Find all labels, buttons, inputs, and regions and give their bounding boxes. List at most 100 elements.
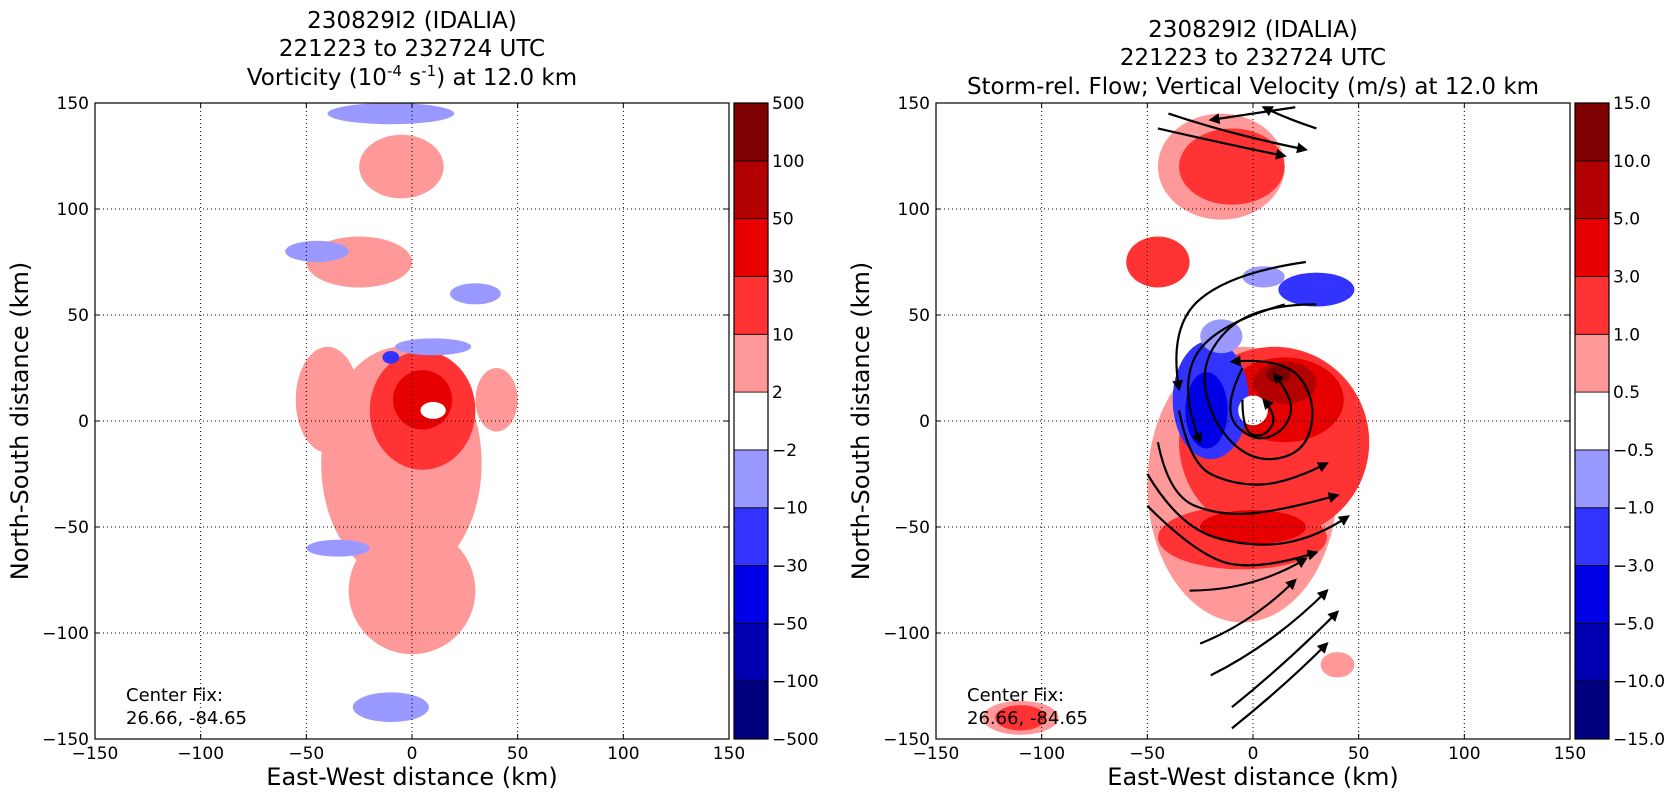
streamline: [1231, 642, 1329, 730]
colorbar-label: 50: [772, 210, 794, 230]
streamline: [1210, 589, 1329, 677]
panel-vorticity-xlabel: East-West distance (km): [266, 763, 557, 791]
x-tick-label: −150: [913, 744, 960, 764]
field-blob: [359, 134, 444, 199]
y-tick-label: −50: [894, 518, 930, 538]
title-quantity-sup2: -1: [421, 62, 436, 80]
streamline: [1229, 367, 1293, 440]
panel-vertical-velocity-colorbar: −15.0 −10.0 −5.0 −3.0 −1.0 −0.5 0.5 1.0 3.0 5.0 10…: [1574, 94, 1665, 750]
colorbar-label: 100: [772, 152, 804, 172]
field-blob: [1179, 128, 1285, 205]
y-tick-label: −100: [42, 624, 89, 644]
streamline: [1241, 398, 1275, 437]
field-blob: [395, 338, 472, 356]
colorbar-label: 10: [772, 325, 794, 345]
colorbar-segment: [1574, 680, 1610, 740]
grid: [95, 103, 729, 739]
colorbar-segment: [733, 622, 769, 682]
field-blob: [327, 103, 455, 125]
colorbar-segment: [1574, 218, 1610, 277]
colorbar-label: −2: [772, 441, 797, 461]
field-blob: [306, 539, 370, 557]
x-tick-label: −50: [1129, 744, 1165, 764]
y-tick-label: 100: [898, 200, 930, 220]
colorbar-segment: [733, 160, 769, 220]
colorbar-label: −50: [772, 614, 808, 634]
field-blob: [1320, 652, 1355, 678]
colorbar-label: −5.0: [1613, 614, 1654, 634]
field-blob: [450, 283, 501, 305]
colorbar-label: 15.0: [1613, 94, 1651, 114]
colorbar-segment: [733, 449, 769, 509]
panel-vertical-velocity-title-line-2: 221223 to 232724 UTC: [1120, 45, 1386, 71]
streamline: [1261, 106, 1317, 130]
colorbar-label: −0.5: [1613, 441, 1654, 461]
y-tick-label: 0: [919, 412, 930, 432]
field-blob: [352, 692, 429, 723]
streamline: [1156, 441, 1340, 516]
x-tick-label: −100: [1018, 744, 1065, 764]
colorbar-label: 30: [772, 267, 794, 287]
field-blob: [1278, 272, 1355, 307]
colorbar-label: 1.0: [1613, 325, 1640, 345]
panel-vorticity-annotation-line-2: 26.66, -84.65: [126, 708, 247, 729]
panel-vorticity-title-line-3: Vorticity (10-4 s-1) at 12.0 km: [247, 62, 577, 91]
y-tick-label: −150: [883, 730, 930, 750]
colorbar-label: 500: [772, 94, 804, 114]
x-tick-label: 50: [507, 744, 529, 764]
colorbar-segment: [1574, 507, 1610, 566]
streamline: [1208, 106, 1296, 125]
field-blob: [1185, 372, 1228, 449]
colorbar-segment: [1574, 333, 1610, 393]
colorbar-segment: [733, 333, 769, 393]
streamline: [1168, 112, 1308, 154]
colorbar-segment: [1574, 102, 1610, 162]
streamline: [1146, 473, 1350, 546]
y-tick-label: 50: [67, 306, 89, 326]
colorbar-label: −3.0: [1613, 557, 1654, 577]
streamline: [1177, 410, 1329, 486]
y-tick-label: −50: [53, 518, 89, 538]
streamline: [1231, 610, 1340, 709]
title-quantity-pre: Vorticity (10: [247, 65, 387, 91]
axis-ticks: −150 −100 −50 0 50 100 150 −150 −100 −50 0 50 100 150: [883, 94, 1586, 764]
colorbar-label: 3.0: [1613, 267, 1640, 287]
streamline: [1157, 127, 1287, 160]
panel-vertical-velocity: 230829I2 (IDALIA) 221223 to 232724 UTC S…: [847, 17, 1665, 791]
colorbar-frame: [1574, 102, 1610, 740]
colorbar-label: 10.0: [1613, 152, 1651, 172]
panel-vorticity-annotation-line-1: Center Fix:: [126, 685, 223, 706]
colorbar-segment: [1574, 449, 1610, 509]
colorbar-segment: [733, 276, 769, 335]
field-blob: [420, 401, 446, 419]
streamline: [1203, 303, 1317, 461]
x-tick-label: 150: [1554, 744, 1586, 764]
streamline: [1199, 578, 1297, 645]
panel-vertical-velocity-annotation-line-2: 26.66, -84.65: [967, 708, 1088, 729]
panel-vertical-velocity-title-line-1: 230829I2 (IDALIA): [1148, 17, 1358, 43]
colorbar-label: −10: [772, 499, 808, 519]
x-tick-label: −150: [72, 744, 119, 764]
colorbar-label: −30: [772, 557, 808, 577]
panel-vertical-velocity-ylabel: North-South distance (km): [847, 262, 875, 581]
x-tick-label: 100: [1448, 744, 1480, 764]
x-tick-label: 50: [1348, 744, 1370, 764]
colorbar-segment: [1574, 622, 1610, 682]
field-blob: [295, 346, 360, 453]
title-quantity-sup1: -4: [387, 62, 402, 80]
colorbar-segment: [733, 391, 769, 451]
y-tick-label: −100: [883, 624, 930, 644]
field-blob: [285, 240, 349, 262]
x-tick-label: −100: [177, 744, 224, 764]
y-tick-label: 100: [57, 200, 89, 220]
colorbar-segment: [733, 565, 769, 624]
field-blob: [1238, 395, 1268, 426]
colorbar-segment: [733, 218, 769, 277]
colorbar-frame: [733, 102, 769, 740]
colorbar-label: 5.0: [1613, 210, 1640, 230]
colorbar-label: −10.0: [1613, 672, 1665, 692]
field-layer: [285, 103, 518, 723]
y-tick-label: 50: [908, 306, 930, 326]
x-tick-label: 150: [713, 744, 745, 764]
